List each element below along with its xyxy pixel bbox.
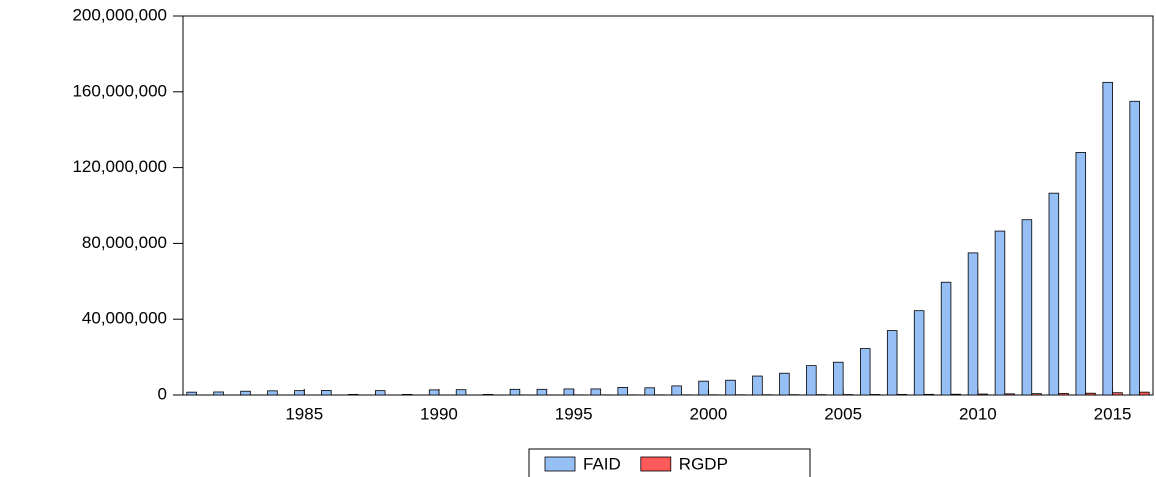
bar (869, 394, 881, 396)
bar (967, 252, 979, 396)
bar (455, 389, 467, 396)
bar (1021, 219, 1033, 396)
y-tick-label: 200,000,000 (72, 5, 167, 24)
bar (833, 361, 844, 396)
bar (1048, 192, 1060, 396)
bar (779, 372, 790, 396)
bar (806, 365, 817, 396)
bar (698, 380, 709, 396)
bar (617, 387, 628, 396)
bar (401, 394, 413, 396)
bar (1139, 391, 1150, 396)
bar (752, 375, 763, 396)
bar (950, 393, 962, 396)
bar (923, 393, 935, 396)
x-tick-label: 1990 (420, 404, 458, 423)
y-tick-label: 160,000,000 (72, 81, 167, 100)
y-tick-label: 0 (158, 384, 167, 403)
bar (374, 390, 386, 396)
y-tick-label: 80,000,000 (82, 233, 167, 252)
bar (913, 310, 925, 396)
legend-label: FAID (583, 454, 621, 473)
bar (428, 389, 440, 396)
bar (536, 388, 548, 396)
bar (482, 394, 494, 396)
bar (1058, 393, 1069, 396)
bar (509, 388, 521, 396)
bar (1004, 393, 1015, 396)
plot-frame (182, 15, 1154, 396)
bar (294, 390, 305, 396)
bar (977, 393, 988, 396)
bar (671, 385, 682, 396)
legend-swatch (640, 456, 672, 472)
x-tick-label: 2005 (824, 404, 862, 423)
bar (563, 388, 575, 396)
bar (213, 391, 224, 396)
bar (1112, 392, 1123, 396)
legend-label: RGDP (679, 454, 728, 473)
bar (1102, 81, 1113, 396)
legend: FAID RGDP (528, 448, 811, 477)
bar (859, 348, 871, 396)
y-tick-label: 40,000,000 (82, 309, 167, 328)
bar (896, 394, 908, 396)
bar (940, 281, 952, 396)
bar (886, 330, 898, 396)
bar (994, 230, 1006, 396)
x-tick-label: 2010 (959, 404, 997, 423)
x-tick-label: 2000 (690, 404, 728, 423)
bar (1075, 152, 1087, 396)
bar (267, 390, 278, 396)
legend-swatch (544, 456, 576, 472)
x-tick-label: 1995 (555, 404, 593, 423)
bar (590, 388, 602, 396)
bar (348, 394, 359, 396)
bar (1031, 393, 1042, 396)
bar (1129, 100, 1140, 396)
bar (186, 391, 197, 396)
bar (1085, 392, 1096, 396)
bar (240, 390, 251, 396)
y-tick-label: 120,000,000 (72, 157, 167, 176)
x-tick-label: 1985 (285, 404, 323, 423)
bar (321, 390, 332, 396)
bar (644, 387, 655, 396)
x-tick-label: 2015 (1094, 404, 1132, 423)
bar (725, 379, 736, 396)
legend-box (528, 448, 811, 477)
